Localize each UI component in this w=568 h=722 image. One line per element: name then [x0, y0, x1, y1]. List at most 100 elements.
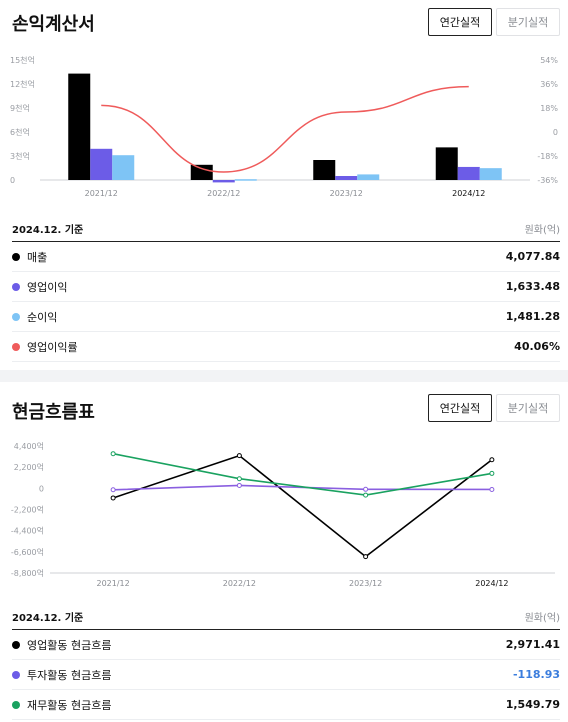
tab-quarterly[interactable]: 분기실적 — [496, 8, 560, 36]
y-tick-label: -8,800억 — [11, 568, 44, 578]
x-tick-label: 2021/12 — [85, 189, 118, 198]
y-right-tick-label: -36% — [537, 176, 558, 185]
row-value: 1,549.79 — [505, 698, 560, 711]
x-tick-label: 2024/12 — [452, 189, 485, 198]
cashflow-section: 현금흐름표 연간실적 분기실적 4,400억 2,200억 0 -2,200억 -4,4… — [0, 382, 568, 722]
income-basis: 2024.12. 기준 — [12, 225, 84, 236]
legend-dot — [12, 252, 20, 261]
legend-dot — [12, 670, 20, 679]
bar-1-0 — [90, 148, 113, 180]
cashflow-chart: 4,400억 2,200억 0 -2,200억 -4,400억 -6,600억 -8,800… — [11, 441, 555, 588]
row-label-group: 순이익 — [12, 309, 57, 325]
y-left-tick-label: 6천억 — [10, 127, 30, 137]
bar-2-3 — [479, 168, 502, 180]
y-tick-label: -4,400억 — [11, 526, 44, 536]
y-right-tick-label: 54% — [540, 56, 558, 65]
table-row: 영업이익률 40.06% — [12, 332, 560, 362]
legend-dot — [12, 312, 20, 321]
row-label-group: 재무활동 현금흐름 — [12, 697, 111, 713]
table-row: 순이익 1,481.28 — [12, 302, 560, 332]
series-line-2 — [112, 452, 493, 496]
y-tick-label: 0 — [39, 484, 44, 493]
table-row: 영업활동 현금흐름 2,971.41 — [12, 630, 560, 660]
income-statement-section: 손익계산서 연간실적 분기실적 15천억 12천억 9천억 6천억 3천억 0 54% 36%… — [10, 8, 560, 362]
x-tick-label: 2022/12 — [207, 189, 240, 198]
table-row: 영업이익 1,633.48 — [12, 272, 560, 302]
row-label: 매출 — [27, 250, 48, 264]
legend-dot — [12, 700, 20, 709]
tab-annual[interactable]: 연간실적 — [428, 394, 492, 422]
row-value: 2,971.41 — [505, 638, 560, 651]
row-value: 40.06% — [514, 340, 560, 353]
bar-0-0 — [68, 73, 91, 180]
y-tick-label: 2,200억 — [14, 462, 44, 472]
row-value: 4,077.84 — [505, 250, 560, 263]
point-1-0 — [110, 487, 116, 493]
x-tick-label: 2023/12 — [349, 579, 382, 588]
bar-1-3 — [457, 166, 480, 180]
point-0-3 — [489, 457, 495, 463]
income-chart: 15천억 12천억 9천억 6천억 3천억 0 54% 36% 18% 0 -18% -36% 2021… — [10, 55, 558, 198]
x-tick-label: 2024/12 — [475, 579, 508, 588]
section-divider — [0, 370, 568, 382]
point-2-3 — [489, 470, 495, 476]
bar-0-3 — [435, 147, 458, 180]
table-row: 매출 4,077.84 — [12, 242, 560, 272]
row-label: 재무활동 현금흐름 — [27, 698, 112, 712]
y-tick-label: -6,600억 — [11, 547, 44, 557]
point-2-2 — [363, 492, 369, 498]
series-line-0 — [112, 454, 493, 558]
cashflow-title: 현금흐름표 — [12, 402, 95, 423]
table-row: 재무활동 현금흐름 1,549.79 — [12, 690, 560, 720]
table-row: 투자활동 현금흐름 -118.93 — [12, 660, 560, 690]
y-right-tick-label: 0 — [553, 128, 558, 137]
y-left-tick-label: 12천억 — [10, 79, 35, 89]
y-right-tick-label: -18% — [537, 152, 558, 161]
row-value: 1,481.28 — [505, 310, 560, 323]
legend-dot — [12, 342, 20, 351]
row-value: -118.93 — [512, 668, 560, 681]
y-left-tick-label: 15천억 — [10, 55, 35, 65]
point-2-0 — [110, 451, 116, 457]
bar-2-2 — [357, 174, 380, 180]
row-label-group: 영업활동 현금흐름 — [12, 637, 111, 653]
y-left-tick-label: 0 — [10, 176, 15, 185]
row-label-group: 영업이익률 — [12, 339, 78, 355]
x-tick-label: 2022/12 — [223, 579, 256, 588]
y-tick-label: -2,200억 — [11, 505, 44, 515]
cashflow-unit: 원화(억) — [524, 613, 560, 624]
legend-dot — [12, 282, 20, 291]
row-label: 영업활동 현금흐름 — [27, 638, 112, 652]
row-label-group: 영업이익 — [12, 279, 67, 295]
tab-quarterly[interactable]: 분기실적 — [496, 394, 560, 422]
cashflow-table-header: 2024.12. 기준 원화(억) — [12, 604, 560, 630]
y-right-tick-label: 18% — [540, 104, 558, 113]
row-label: 영업이익 — [27, 280, 68, 294]
point-0-2 — [363, 554, 369, 560]
income-title: 손익계산서 — [12, 14, 95, 35]
point-1-3 — [489, 486, 495, 492]
y-right-tick-label: 36% — [540, 80, 558, 89]
row-label: 순이익 — [27, 310, 58, 324]
legend-dot — [12, 640, 20, 649]
point-0-1 — [236, 453, 242, 459]
cashflow-basis: 2024.12. 기준 — [12, 613, 84, 624]
row-label: 투자활동 현금흐름 — [27, 668, 112, 682]
bar-1-2 — [335, 176, 358, 180]
bar-0-1 — [190, 164, 213, 180]
income-table: 2024.12. 기준 원화(억) 매출 4,077.84 영업이익 1,633.48… — [12, 216, 560, 362]
cashflow-table: 2024.12. 기준 원화(억) 영업활동 현금흐름 2,971.41 투자활동 … — [12, 604, 560, 720]
tab-annual[interactable]: 연간실적 — [428, 8, 492, 36]
point-1-2 — [363, 486, 369, 492]
x-tick-label: 2021/12 — [97, 579, 130, 588]
income-table-header: 2024.12. 기준 원화(억) — [12, 216, 560, 242]
row-label: 영업이익률 — [27, 340, 78, 354]
point-2-1 — [236, 476, 242, 482]
row-label-group: 매출 — [12, 249, 47, 265]
row-label-group: 투자활동 현금흐름 — [12, 667, 111, 683]
y-left-tick-label: 3천억 — [10, 151, 30, 161]
income-tabs: 연간실적 분기실적 — [428, 8, 560, 36]
margin-line — [101, 85, 469, 173]
bar-1-1 — [212, 180, 235, 183]
x-tick-label: 2023/12 — [330, 189, 363, 198]
